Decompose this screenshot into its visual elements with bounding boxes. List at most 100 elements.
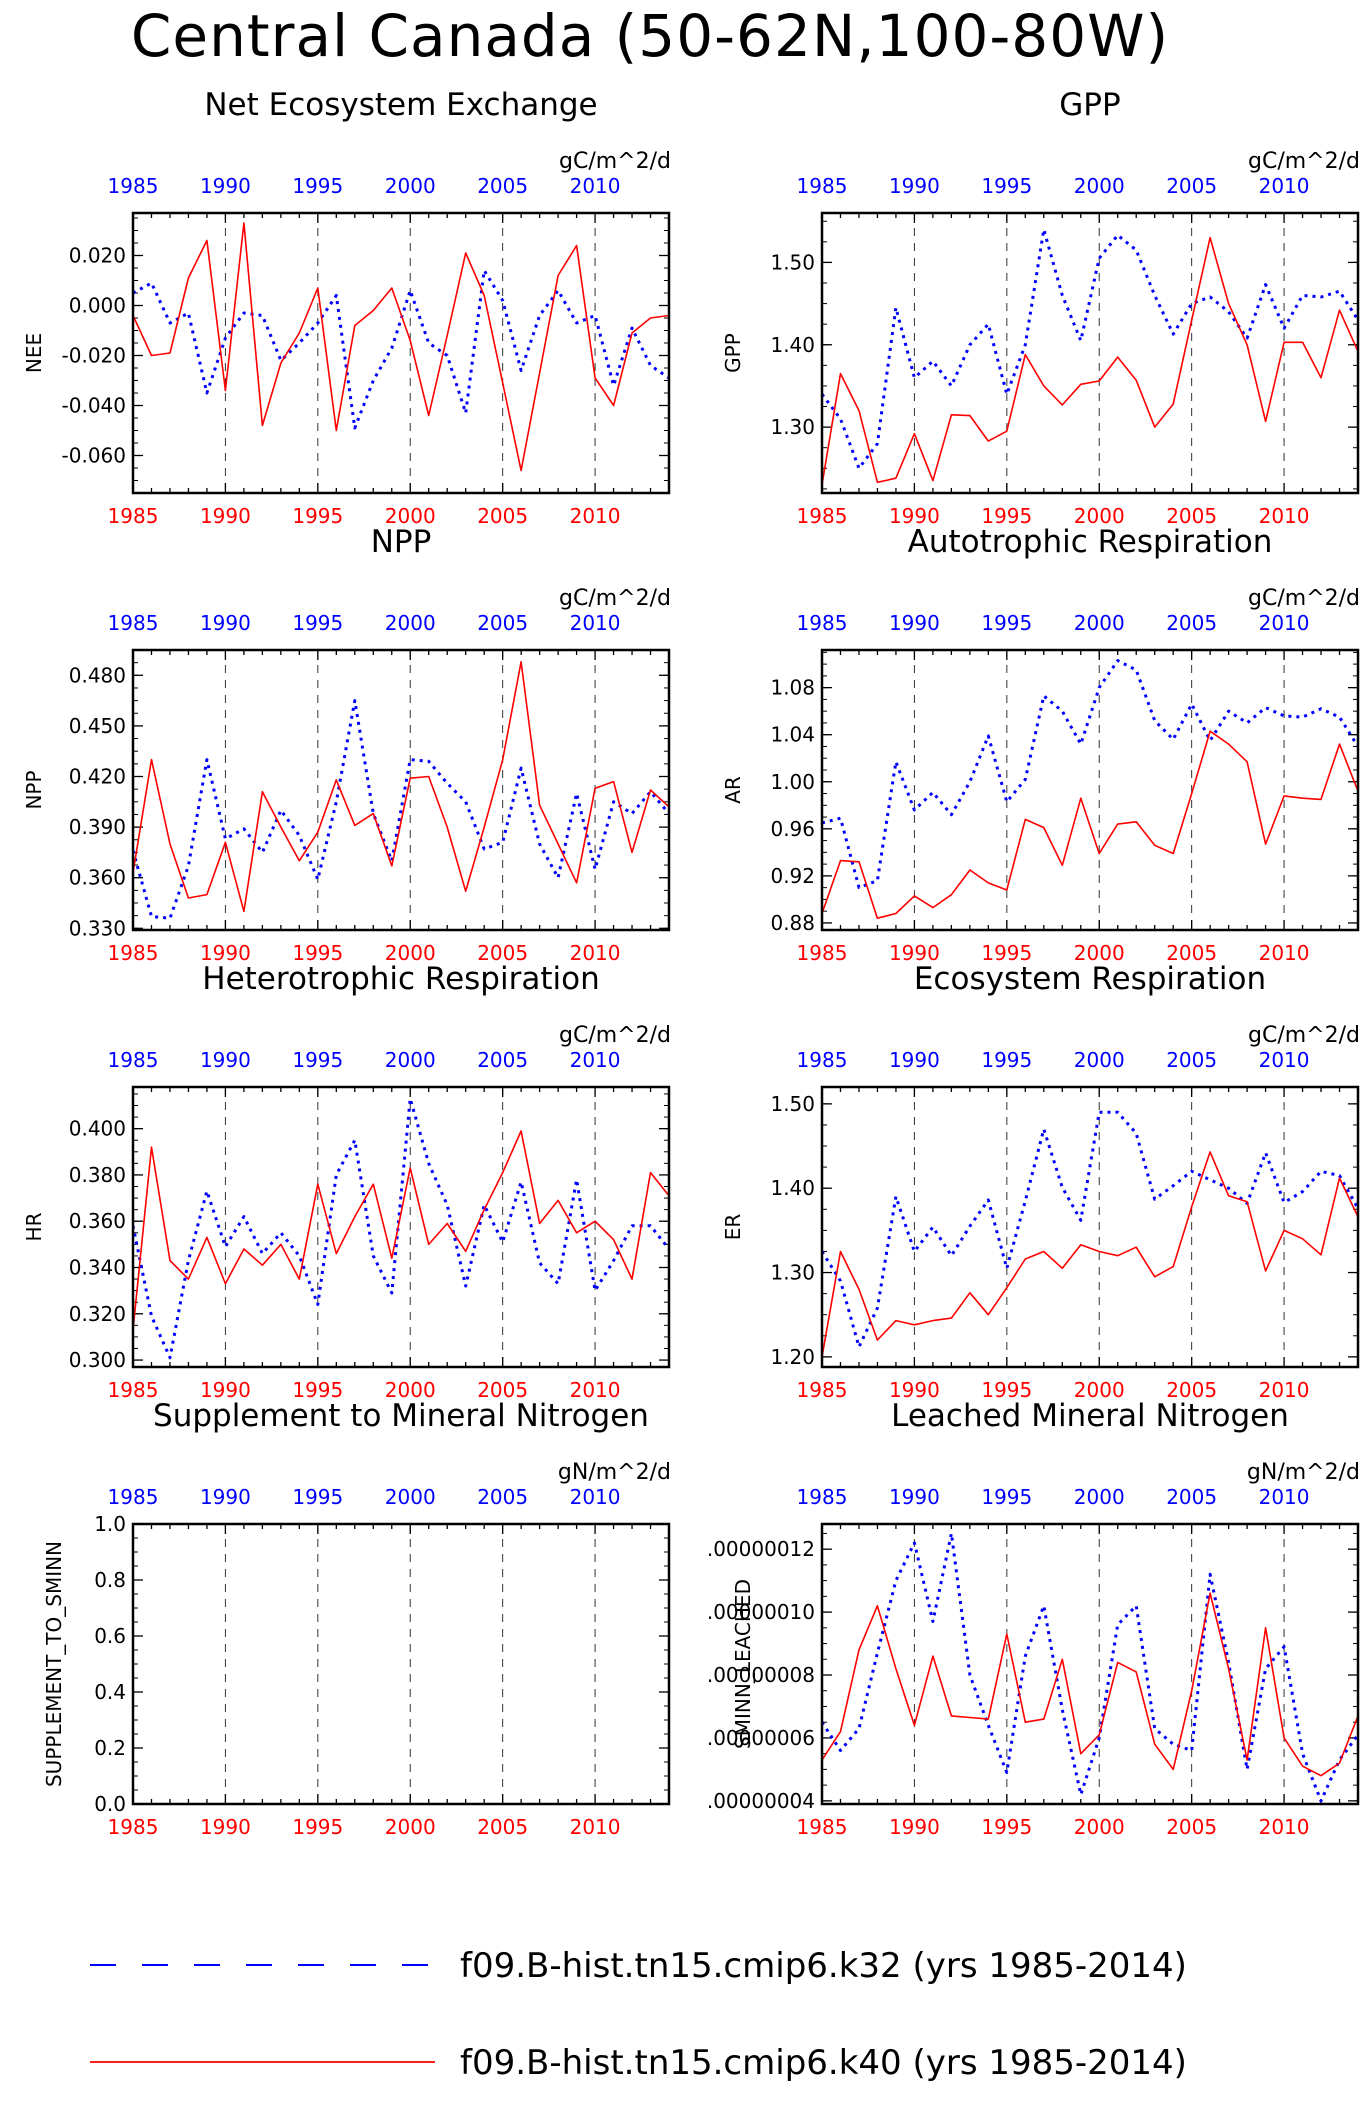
x-tick-label-top: 2010 xyxy=(1259,611,1310,635)
plot-frame xyxy=(131,211,671,495)
x-tick-label-bottom: 2000 xyxy=(385,941,436,965)
page-title: Central Canada (50-62N,100-80W) xyxy=(130,2,1170,70)
x-tick-label-bottom: 2000 xyxy=(1074,504,1125,528)
x-tick-label-top: 2000 xyxy=(1074,174,1125,198)
x-tick-label-top: 2000 xyxy=(385,1485,436,1509)
x-tick-label-top: 1995 xyxy=(981,611,1032,635)
panel-8: Leached Mineral Nitrogen gN/m^2/d .0000000… xyxy=(707,1398,1360,1839)
y-tick-label: 0.92 xyxy=(770,864,815,888)
x-tick-label-top: 1985 xyxy=(108,174,159,198)
y-tick-label: 0.2 xyxy=(94,1736,126,1760)
y-tick-label: 1.30 xyxy=(770,415,815,439)
y-tick-label: 0.6 xyxy=(94,1624,126,1648)
panel-units: gC/m^2/d xyxy=(559,1023,671,1048)
x-tick-label-top: 1990 xyxy=(889,611,940,635)
x-tick-label-top: 1990 xyxy=(889,1485,940,1509)
panel-6: Ecosystem Respiration gC/m^2/d 1.20 1.30 1.4… xyxy=(721,961,1360,1402)
x-tick-label-bottom: 1995 xyxy=(292,941,343,965)
x-tick-label-top: 1995 xyxy=(292,1485,343,1509)
x-tick-label-bottom: 1995 xyxy=(981,941,1032,965)
y-tick-label: 0.390 xyxy=(69,815,126,839)
series-k32-line xyxy=(822,1531,1358,1803)
plot-frame xyxy=(820,648,1360,932)
x-tick-label-top: 2005 xyxy=(477,1485,528,1509)
x-tick-label-bottom: 1990 xyxy=(889,1378,940,1402)
y-tick-label: .00000012 xyxy=(707,1537,815,1561)
y-tick-label: -0.040 xyxy=(62,394,126,418)
y-tick-label: 0.400 xyxy=(69,1117,126,1141)
x-tick-label-bottom: 2005 xyxy=(477,1815,528,1839)
x-tick-label-top: 1990 xyxy=(200,1485,251,1509)
y-axis-label: SUPPLEMENT_TO_SMINN xyxy=(42,1541,66,1787)
x-tick-label-bottom: 2000 xyxy=(1074,941,1125,965)
x-tick-label-bottom: 1990 xyxy=(889,504,940,528)
x-tick-label-bottom: 2010 xyxy=(1259,504,1310,528)
x-tick-label-top: 2005 xyxy=(477,611,528,635)
x-tick-label-bottom: 2005 xyxy=(477,941,528,965)
x-tick-label-bottom: 2010 xyxy=(570,1815,621,1839)
x-tick-label-bottom: 1995 xyxy=(981,504,1032,528)
series-k40-line xyxy=(133,1130,669,1331)
x-tick-label-top: 1990 xyxy=(200,174,251,198)
x-tick-label-top: 1985 xyxy=(797,1485,848,1509)
x-tick-label-top: 1995 xyxy=(292,611,343,635)
x-tick-label-top: 2005 xyxy=(477,1048,528,1072)
y-tick-label: 1.50 xyxy=(770,1092,815,1116)
x-tick-label-bottom: 1985 xyxy=(108,1378,159,1402)
series-k40-line xyxy=(133,660,669,913)
x-tick-label-bottom: 1995 xyxy=(292,1378,343,1402)
y-tick-label: 1.50 xyxy=(770,250,815,274)
y-tick-label: 0.000 xyxy=(69,294,126,318)
x-tick-label-bottom: 2005 xyxy=(1166,504,1217,528)
x-tick-label-bottom: 2000 xyxy=(385,1815,436,1839)
x-tick-label-bottom: 2005 xyxy=(1166,1815,1217,1839)
x-tick-label-top: 2005 xyxy=(1166,611,1217,635)
x-tick-label-bottom: 1990 xyxy=(889,941,940,965)
x-tick-label-top: 2000 xyxy=(385,611,436,635)
y-tick-label: 0.88 xyxy=(770,911,815,935)
x-tick-label-bottom: 1985 xyxy=(108,1815,159,1839)
panel-title: Heterotrophic Respiration xyxy=(202,961,599,997)
y-tick-label: 0.300 xyxy=(69,1348,126,1372)
y-axis-label: NPP xyxy=(22,770,46,809)
x-tick-label-bottom: 2010 xyxy=(570,1378,621,1402)
x-tick-label-top: 2005 xyxy=(1166,174,1217,198)
panel-title: Supplement to Mineral Nitrogen xyxy=(153,1398,649,1434)
x-tick-label-top: 1995 xyxy=(292,1048,343,1072)
x-tick-label-bottom: 1990 xyxy=(200,504,251,528)
x-tick-label-bottom: 2000 xyxy=(385,504,436,528)
panel-units: gN/m^2/d xyxy=(1247,1460,1360,1485)
y-axis-label: SMINN_LEACHED xyxy=(731,1579,755,1749)
x-tick-label-top: 1990 xyxy=(889,174,940,198)
y-tick-label: 1.0 xyxy=(94,1512,126,1536)
x-tick-label-bottom: 2010 xyxy=(1259,1815,1310,1839)
x-tick-label-bottom: 1985 xyxy=(108,941,159,965)
x-tick-label-top: 2010 xyxy=(570,174,621,198)
x-tick-label-top: 2010 xyxy=(570,611,621,635)
legend-label: f09.B-hist.tn15.cmip6.k40 (yrs 1985-2014… xyxy=(460,2043,1187,2083)
x-tick-label-bottom: 2010 xyxy=(570,504,621,528)
x-tick-label-top: 2010 xyxy=(1259,174,1310,198)
legend: f09.B-hist.tn15.cmip6.k32 (yrs 1985-2014… xyxy=(90,1946,1187,2083)
x-tick-label-top: 1990 xyxy=(200,1048,251,1072)
x-tick-label-bottom: 1985 xyxy=(797,941,848,965)
y-tick-label: .00000004 xyxy=(707,1789,815,1813)
series-k32-line xyxy=(133,699,669,920)
x-tick-label-top: 2005 xyxy=(1166,1048,1217,1072)
y-tick-label: .00000010 xyxy=(707,1600,815,1624)
plot-frame xyxy=(820,211,1360,495)
x-tick-label-top: 1990 xyxy=(889,1048,940,1072)
x-tick-label-bottom: 2005 xyxy=(1166,941,1217,965)
x-tick-label-top: 1995 xyxy=(292,174,343,198)
x-tick-label-top: 2005 xyxy=(477,174,528,198)
plot-frame xyxy=(131,648,671,932)
x-tick-label-top: 2010 xyxy=(1259,1048,1310,1072)
x-tick-label-top: 2010 xyxy=(1259,1485,1310,1509)
x-tick-label-bottom: 2005 xyxy=(477,504,528,528)
x-tick-label-top: 1985 xyxy=(797,1048,848,1072)
panel-5: Heterotrophic Respiration gC/m^2/d 0.300 0.… xyxy=(22,961,671,1402)
y-tick-label: 0.020 xyxy=(69,244,126,268)
x-tick-label-top: 2005 xyxy=(1166,1485,1217,1509)
y-tick-label: -0.020 xyxy=(62,344,126,368)
y-tick-label: 1.40 xyxy=(770,333,815,357)
